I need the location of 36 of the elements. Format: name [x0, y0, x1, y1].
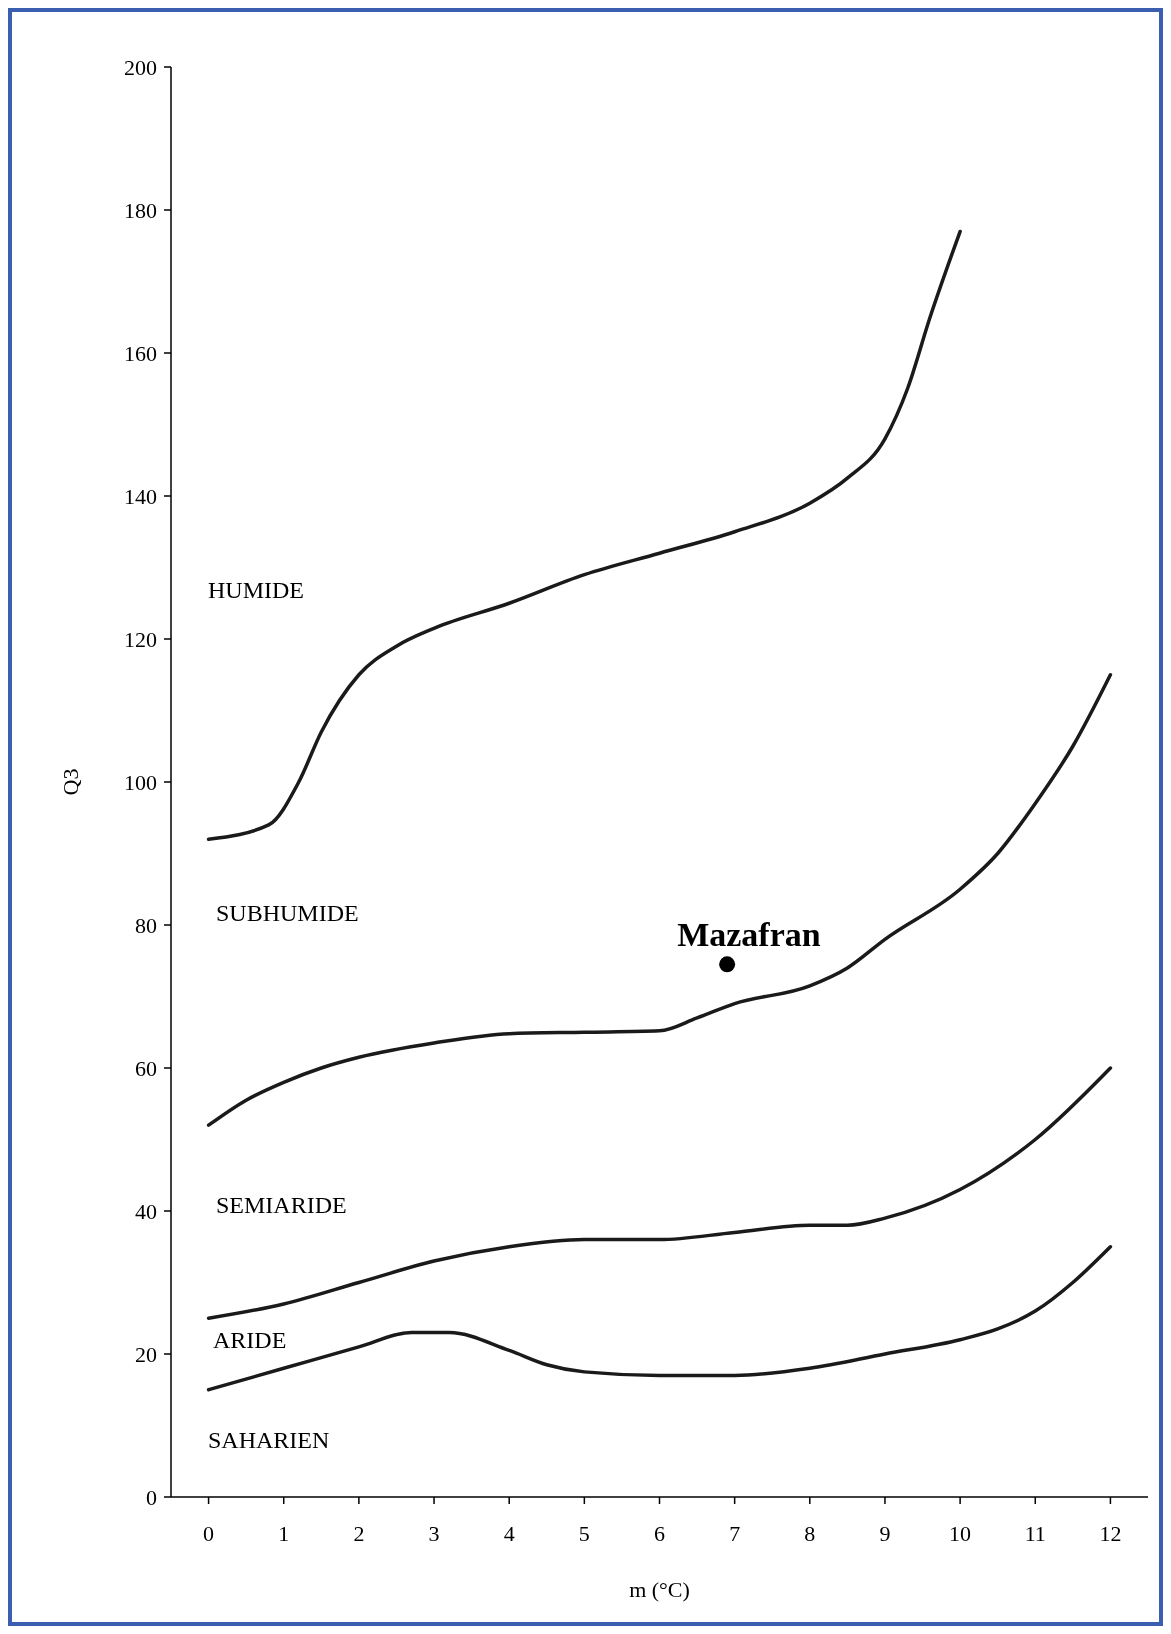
x-tick-label: 12	[1099, 1521, 1122, 1546]
x-tick-label: 5	[578, 1521, 590, 1546]
x-tick-label: 9	[879, 1521, 891, 1546]
y-tick-label: 20	[135, 1341, 157, 1367]
y-tick-label: 0	[146, 1484, 157, 1510]
y-tick-label: 60	[135, 1055, 157, 1081]
y-axis-title: Q3	[58, 768, 83, 796]
y-tick-label: 140	[124, 483, 157, 509]
y-tick-label: 120	[124, 626, 157, 652]
y-tick-label: 200	[124, 54, 157, 80]
annotation: SAHARIEN	[208, 1427, 330, 1453]
x-tick-label: 8	[804, 1521, 816, 1546]
annotation: SUBHUMIDE	[216, 900, 359, 926]
line-series	[206, 673, 1113, 1127]
x-tick-label: 10	[949, 1521, 972, 1546]
x-tick-label: 6	[654, 1521, 665, 1546]
series-label: Mazafran	[677, 916, 821, 954]
line-series	[206, 1245, 1113, 1392]
y-tick-label: 160	[124, 340, 157, 366]
annotation: ARIDE	[213, 1327, 287, 1353]
x-axis-title: m (°C)	[629, 1577, 690, 1602]
line-series	[206, 229, 962, 841]
annotation: SEMIARIDE	[216, 1192, 347, 1218]
x-tick-label: 1	[278, 1521, 290, 1546]
line-series	[206, 1066, 1113, 1320]
y-tick-label: 80	[135, 912, 157, 938]
x-tick-label: 4	[503, 1521, 515, 1546]
x-tick-label: 2	[353, 1521, 365, 1546]
y-tick-label: 40	[135, 1198, 157, 1224]
x-tick-label: 11	[1024, 1521, 1046, 1546]
y-tick-label: 180	[124, 197, 157, 223]
y-tick-label: 100	[124, 769, 157, 795]
annotation: HUMIDE	[208, 577, 304, 603]
x-tick-label: 7	[729, 1521, 741, 1546]
x-tick-label: 0	[203, 1521, 215, 1546]
x-tick-label: 3	[428, 1521, 440, 1546]
